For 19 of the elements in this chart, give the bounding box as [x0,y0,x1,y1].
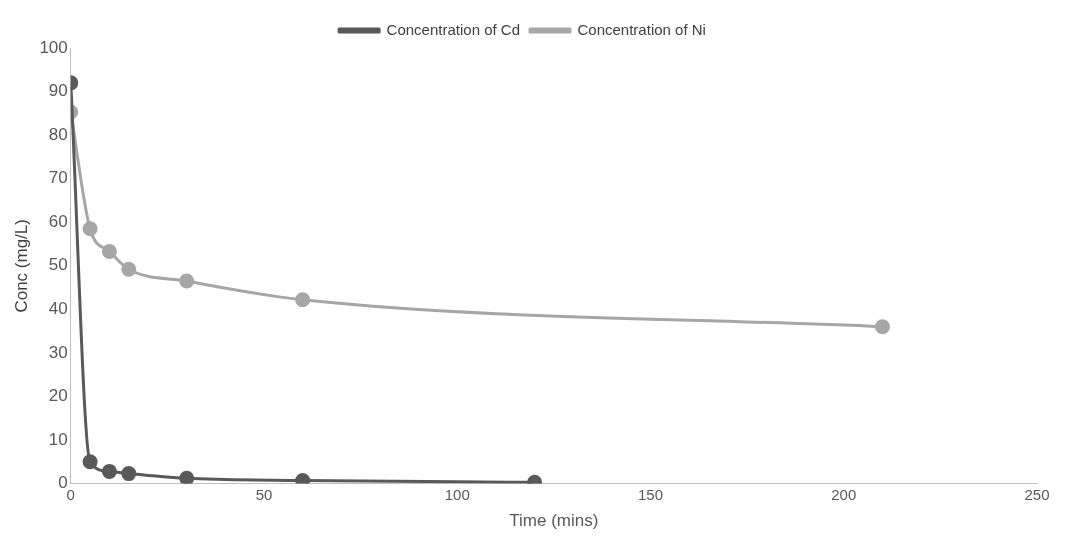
y-axis-title: Conc (mg/L) [11,219,31,313]
x-tick-label: 250 [1024,485,1050,503]
y-tick-label: 90 [48,81,68,101]
x-tick-label: 50 [255,485,273,503]
y-tick-label: 70 [48,168,68,188]
x-tick-label: 200 [831,485,857,503]
y-tick-label: 20 [48,386,68,406]
y-tick-label: 50 [48,255,68,275]
y-tick-label: 40 [48,299,68,319]
y-tick-label: 10 [48,429,68,449]
y-tick-label: 60 [48,211,68,231]
x-axis-title: Time (mins) [509,511,599,531]
legend-label: Concentration of Cd [386,20,521,38]
x-tick-label: 100 [444,485,470,503]
legend-label: Concentration of Ni [577,20,706,38]
y-tick-label: 80 [48,124,68,144]
x-tick-label: 150 [637,485,664,503]
y-tick-label: 30 [48,342,68,362]
y-tick-label: 100 [39,37,68,57]
